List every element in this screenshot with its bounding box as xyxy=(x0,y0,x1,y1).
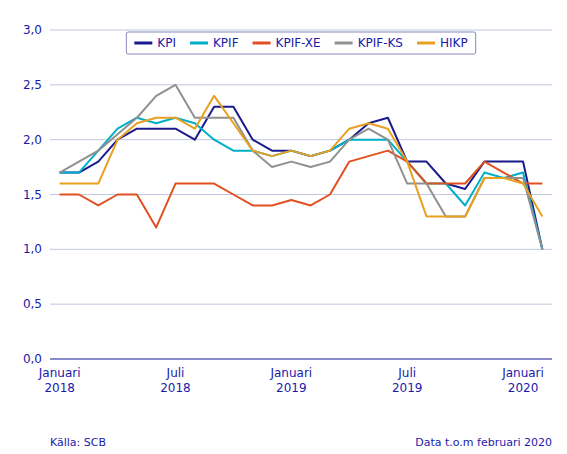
x-tick-label-line: 2018 xyxy=(44,381,75,395)
grid-line xyxy=(50,249,552,250)
series-line xyxy=(60,85,543,250)
legend-box xyxy=(126,32,475,54)
series-line xyxy=(60,151,543,228)
legend-item: HIKP xyxy=(417,36,468,50)
y-tick-label: 2,0 xyxy=(23,133,42,147)
lines xyxy=(60,85,543,250)
series-line xyxy=(60,118,543,250)
x-tick-label-line: 2019 xyxy=(392,381,423,395)
x-tick-label: Januari2018 xyxy=(38,366,81,395)
legend-swatch xyxy=(190,42,208,45)
x-tick-label-line: Januari xyxy=(269,366,312,380)
grid-line xyxy=(50,304,552,305)
y-tick-label: 3,0 xyxy=(23,23,42,37)
legend-item: KPIF xyxy=(190,36,239,50)
x-tick-label-line: 2020 xyxy=(508,381,539,395)
x-tick-label: Januari2020 xyxy=(501,366,544,395)
x-tick-label-line: Juli xyxy=(166,366,185,380)
grid-line xyxy=(50,30,552,31)
annotation: Källa: SCB xyxy=(50,436,106,449)
annotation: Data t.o.m februari 2020 xyxy=(415,436,552,449)
y-tick-label: 1,0 xyxy=(23,242,42,256)
x-tick-label: Januari2019 xyxy=(269,366,312,395)
legend-item: KPIF-KS xyxy=(335,36,403,50)
x-tick-label: Juli2019 xyxy=(392,366,423,395)
legend-label: KPIF xyxy=(213,36,239,50)
legend-item: KPI xyxy=(134,36,176,50)
legend-label: KPIF-KS xyxy=(358,36,403,50)
legend-swatch xyxy=(253,42,271,45)
y-tick-label: 0,5 xyxy=(23,297,42,311)
chart: 0,00,51,01,52,02,53,0Januari2018Juli2018… xyxy=(0,0,567,454)
y-tick-label: 1,5 xyxy=(23,188,42,202)
legend-swatch xyxy=(335,42,353,45)
legend: KPI KPIF KPIF-XE KPIF-KS HIKP xyxy=(126,32,475,54)
x-tick-label-line: 2018 xyxy=(160,381,191,395)
grid-line xyxy=(50,139,552,140)
x-axis-line xyxy=(50,359,552,360)
grid-line xyxy=(50,84,552,85)
y-tick-label: 0,0 xyxy=(23,352,42,366)
series-line xyxy=(60,96,543,217)
legend-swatch xyxy=(417,42,435,45)
x-tick-label-line: 2019 xyxy=(276,381,307,395)
legend-label: KPI xyxy=(157,36,176,50)
legend-item: KPIF-XE xyxy=(253,36,321,50)
grid-line xyxy=(50,359,552,360)
y-tick-label: 2,5 xyxy=(23,78,42,92)
x-tick-label: Juli2018 xyxy=(160,366,191,395)
legend-swatch xyxy=(134,42,152,45)
legend-label: HIKP xyxy=(440,36,468,50)
x-tick-label-line: Juli xyxy=(397,366,416,380)
legend-label: KPIF-XE xyxy=(276,36,321,50)
grid xyxy=(50,30,552,359)
x-tick-label-line: Januari xyxy=(501,366,544,380)
x-tick-label-line: Januari xyxy=(38,366,81,380)
